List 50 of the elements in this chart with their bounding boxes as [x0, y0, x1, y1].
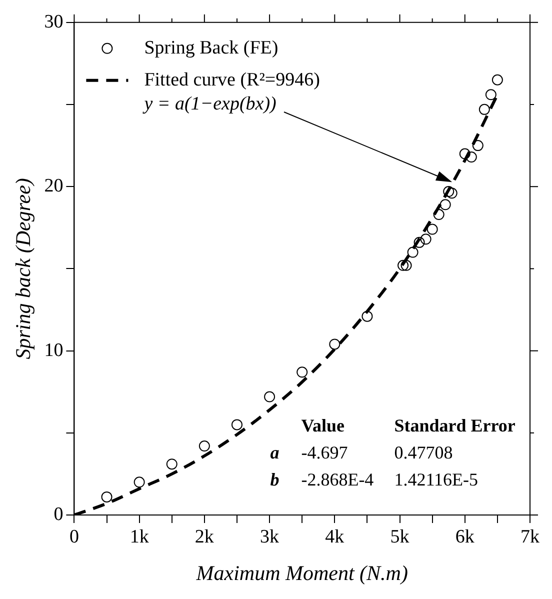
point: [414, 236, 425, 248]
point: [296, 366, 308, 378]
legend-label: Spring Back (FE): [144, 37, 278, 58]
point: [485, 89, 496, 100]
x-tick-label: 6k: [455, 526, 475, 548]
point: [433, 209, 444, 220]
point: [440, 199, 451, 210]
point: [166, 458, 178, 470]
x-tick-label: 7k: [520, 526, 540, 548]
point: [101, 491, 112, 502]
point: [398, 260, 409, 271]
legend-label: Fitted curve (R²=9946): [144, 69, 320, 90]
annotation: -2.868E-4: [301, 470, 374, 490]
annotation: 0.47708: [394, 442, 453, 463]
point: [492, 74, 503, 86]
point: [264, 391, 276, 402]
x-axis-title: Maximum Moment (N.m): [195, 560, 408, 585]
x-tick-label: 1k: [130, 526, 150, 548]
point: [443, 186, 454, 198]
y-tick-label: 0: [54, 504, 64, 525]
point: [400, 260, 412, 271]
point: [472, 140, 484, 152]
point: [459, 148, 470, 160]
point: [198, 440, 210, 452]
point: [362, 310, 373, 322]
y-tick-label: 30: [44, 11, 64, 32]
annotation: -4.697: [301, 442, 348, 463]
point: [329, 338, 340, 350]
point: [407, 246, 418, 258]
annotation: Standard Error: [394, 416, 516, 436]
y-tick-label: 20: [44, 176, 64, 197]
x-tick-label: 5k: [390, 526, 410, 548]
y-tick-label: 10: [44, 340, 64, 361]
annotation: b: [270, 470, 280, 490]
annotation: a: [270, 442, 280, 463]
point: [446, 188, 458, 199]
annotation: y = a(1−exp(bx)): [142, 93, 276, 114]
point: [134, 476, 145, 488]
y-axis-title: Spring back (Degree): [11, 178, 36, 360]
annotation: 1.42116E-5: [394, 470, 478, 490]
annotation: Value: [301, 416, 345, 436]
point: [426, 224, 438, 235]
point: [478, 104, 490, 115]
x-tick-label: 3k: [260, 526, 280, 548]
point: [420, 234, 432, 245]
point: [231, 419, 242, 430]
point: [466, 152, 477, 163]
x-tick-label: 0: [69, 526, 79, 548]
x-tick-label: 2k: [194, 526, 214, 548]
x-tick-label: 4k: [325, 526, 345, 548]
